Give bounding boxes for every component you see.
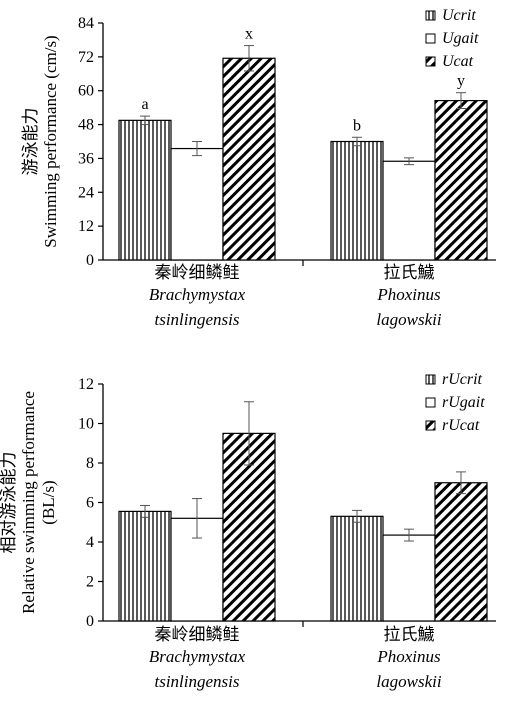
category-species-epithet: lagowskii xyxy=(376,672,441,691)
y-tick-label: 0 xyxy=(86,613,94,630)
category-species-epithet: tsinlingensis xyxy=(154,672,239,691)
y-axis-title-cn: 游泳能力 xyxy=(21,108,40,176)
y-axis-title: Swimming performance (cm/s) xyxy=(41,35,60,247)
bar-Ugait xyxy=(382,160,436,261)
category-species-genus: Phoxinus xyxy=(376,285,441,304)
relative-swimming-performance-chart: 0 2 4 6 8 10 12 相对游泳能力 Relative swimming perform… xyxy=(0,371,496,691)
y-axis-title: Relative swimming performance xyxy=(19,391,38,614)
y-tick-label: 84 xyxy=(78,15,94,32)
category-species-epithet: lagowskii xyxy=(376,310,441,329)
y-tick-label: 48 xyxy=(78,117,94,134)
y-tick-label: 60 xyxy=(78,83,94,100)
legend-label: Ugait xyxy=(442,30,479,47)
y-tick-label: 4 xyxy=(86,534,94,551)
legend-swatch-Ugait xyxy=(425,33,436,44)
y-tick-label: 8 xyxy=(86,455,94,472)
y-tick-label: 0 xyxy=(86,252,94,269)
legend-label: rUcrit xyxy=(442,371,483,388)
y-tick-label: 72 xyxy=(78,49,94,66)
y-axis-title-cn: 相对游泳能力 xyxy=(0,452,18,554)
y-tick-label: 24 xyxy=(78,184,94,201)
significance-letter: b xyxy=(353,117,361,134)
y-tick-label: 2 xyxy=(86,574,94,591)
legend-label: Ucrit xyxy=(442,7,476,24)
legend-swatch-rUgait xyxy=(425,397,436,408)
bar-Ucat xyxy=(222,57,276,261)
category-label-cn: 拉氏鱥 xyxy=(384,625,435,644)
significance-letter: a xyxy=(141,96,148,113)
y-tick-label: 36 xyxy=(78,150,94,167)
category-label-cn: 秦岭细鳞鲑 xyxy=(155,625,240,644)
category-species-genus: Brachymystax xyxy=(149,285,246,304)
bar-Ucrit xyxy=(330,140,384,261)
bar-rUgait xyxy=(382,534,436,622)
y-tick-label: 10 xyxy=(78,416,94,433)
bar-rUcat xyxy=(434,482,488,622)
legend-label: rUcat xyxy=(442,417,480,434)
y-axis-title: (BL/s) xyxy=(39,480,58,524)
legend-swatch-Ucat xyxy=(425,56,436,67)
category-label-cn: 拉氏鱥 xyxy=(384,263,435,282)
significance-letter: x xyxy=(245,26,253,43)
legend-label: rUgait xyxy=(442,394,485,411)
legend-swatch-rUcrit xyxy=(425,374,436,385)
bar-Ucat xyxy=(434,99,488,261)
bar-Ucrit xyxy=(118,119,172,261)
legend-swatch-rUcat xyxy=(425,420,436,431)
y-tick-label: 12 xyxy=(78,376,94,393)
bar-Ugait xyxy=(170,147,224,261)
category-species-genus: Brachymystax xyxy=(149,647,246,666)
legend-label: Ucat xyxy=(442,53,474,70)
y-tick-label: 12 xyxy=(78,218,94,235)
significance-letter: y xyxy=(457,73,465,90)
bar-rUcrit xyxy=(118,510,172,622)
category-species-genus: Phoxinus xyxy=(376,647,441,666)
category-species-epithet: tsinlingensis xyxy=(154,310,239,329)
category-label-cn: 秦岭细鳞鲑 xyxy=(155,263,240,282)
swimming-performance-chart: 0 12 24 36 48 60 72 84 游泳能力 Swimming performance … xyxy=(21,7,496,329)
legend-swatch-Ucrit xyxy=(425,10,436,21)
y-tick-label: 6 xyxy=(86,495,94,512)
bar-rUcrit xyxy=(330,515,384,622)
